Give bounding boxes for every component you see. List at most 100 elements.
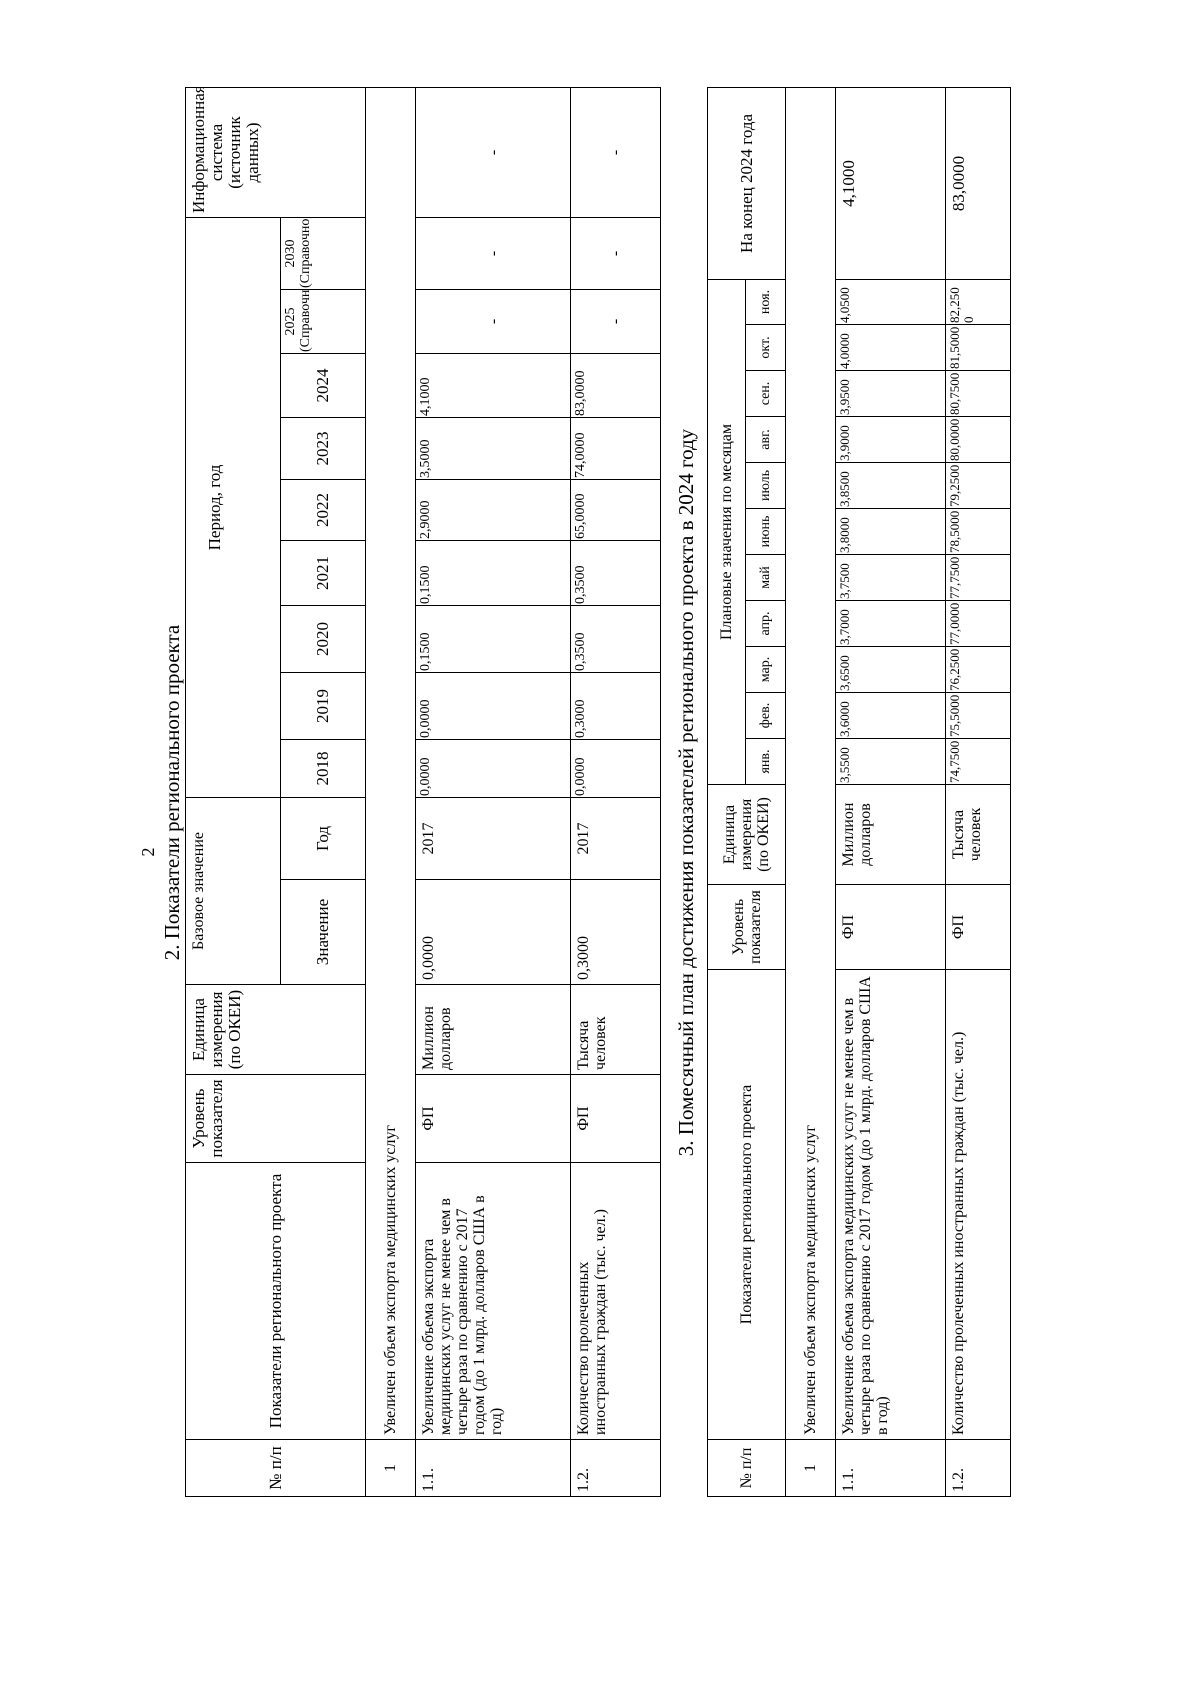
row-value: 0,3000 — [570, 672, 661, 740]
row-value: 0,0000 — [415, 672, 571, 740]
row-base-year: 2017 — [415, 797, 571, 880]
row-month-value: 4,0000 — [835, 324, 946, 371]
row-level: ФП — [835, 884, 946, 970]
row-num: 1.1. — [415, 1439, 571, 1497]
header-year: 2020 — [280, 605, 366, 673]
row-value: 0,1500 — [415, 540, 571, 606]
row-month-value: 82,2500 — [945, 279, 1011, 325]
group-num: 1 — [365, 1439, 416, 1497]
row-month-value: 76,2500 — [945, 646, 1011, 693]
header-base-value: Значение — [280, 879, 366, 985]
row-month-value: 3,7000 — [835, 600, 946, 647]
row-month-value: 3,9500 — [835, 370, 946, 417]
monthly-plan-table: № п/п Показатели регионального проекта У… — [707, 87, 1011, 1497]
row-month-value: 3,8500 — [835, 462, 946, 509]
header-monthly: Плановые значения по месяцам — [707, 279, 746, 785]
header-year: 2019 — [280, 672, 366, 740]
page-number: 2 — [138, 847, 158, 857]
header-month: мар. — [745, 646, 786, 693]
row-value: 3,5000 — [415, 417, 571, 480]
header-base-year: Год — [280, 797, 366, 880]
header-level: Уровень показателя — [185, 1074, 366, 1163]
header-level: Уровень показателя — [707, 884, 786, 970]
header-source: Информационная система (источник данных) — [185, 87, 366, 218]
row-month-value: 3,7500 — [835, 554, 946, 601]
row-unit: Тысяча человек — [570, 984, 661, 1075]
row-value: 4,1000 — [415, 353, 571, 418]
row-value: 0,3500 — [570, 540, 661, 606]
row-month-value: 74,7500 — [945, 738, 1011, 785]
row-value: - — [570, 217, 661, 290]
section3-title: 3. Помесячный план достижения показателе… — [674, 428, 698, 1157]
row-month-value: 81,5000 — [945, 324, 1011, 371]
header-year: 2018 — [280, 739, 366, 798]
row-indicator: Увеличение объема экспорта медицинских у… — [835, 969, 946, 1440]
header-year: 2030 (Справочно) — [280, 217, 366, 290]
row-unit: Миллион долларов — [415, 984, 571, 1075]
row-year-end: 83,0000 — [945, 87, 1011, 280]
row-month-value: 3,5500 — [835, 738, 946, 785]
header-unit: Единица измерения (по ОКЕИ) — [707, 784, 786, 885]
header-year: 2025 (Справочно) — [280, 289, 366, 354]
row-month-value: 75,5000 — [945, 692, 1011, 739]
row-base-value: 0,3000 — [570, 879, 661, 985]
row-value: - — [570, 289, 661, 354]
header-unit: Единица измерения (по ОКЕИ) — [185, 984, 366, 1075]
header-year: 2024 — [280, 353, 366, 418]
indicators-table: № п/п Показатели регионального проекта У… — [185, 87, 661, 1497]
row-indicator: Количество пролеченных иностранных гражд… — [945, 969, 1011, 1440]
row-level: ФП — [570, 1074, 661, 1163]
row-value: 0,1500 — [415, 605, 571, 673]
row-value: - — [415, 217, 571, 290]
group-label: Увеличен объем экспорта медицинских услу… — [785, 87, 836, 1440]
row-num: 1.1. — [835, 1439, 946, 1497]
header-month: ноя. — [745, 279, 786, 325]
row-value: - — [415, 289, 571, 354]
table-row: 1.1. Увеличение объема экспорта медицинс… — [835, 87, 946, 1497]
header-month: янв. — [745, 738, 786, 785]
row-value: 2,9000 — [415, 479, 571, 541]
row-indicator: Количество пролеченных иностранных гражд… — [570, 1162, 661, 1440]
row-month-value: 79,2500 — [945, 462, 1011, 509]
row-value: 0,0000 — [415, 739, 571, 798]
header-year: 2021 — [280, 540, 366, 606]
header-month: окт. — [745, 324, 786, 371]
table-group-row: 1 Увеличен объем экспорта медицинских ус… — [785, 87, 836, 1497]
row-num: 1.2. — [570, 1439, 661, 1497]
row-month-value: 77,0000 — [945, 600, 1011, 647]
header-base: Базовое значение — [185, 797, 281, 985]
row-month-value: 77,7500 — [945, 554, 1011, 601]
row-source: - — [415, 87, 571, 218]
header-num: № п/п — [185, 1439, 366, 1497]
row-year-end: 4,1000 — [835, 87, 946, 280]
row-value: 74,0000 — [570, 417, 661, 480]
row-month-value: 3,6000 — [835, 692, 946, 739]
header-num: № п/п — [707, 1439, 786, 1497]
row-unit: Тысяча человек — [945, 784, 1011, 885]
header-month: апр. — [745, 600, 786, 647]
header-month: июнь — [745, 508, 786, 555]
row-base-year: 2017 — [570, 797, 661, 880]
row-month-value: 4,0500 — [835, 279, 946, 325]
table-group-row: 1 Увеличен объем экспорта медицинских ус… — [365, 87, 416, 1497]
row-value: 83,0000 — [570, 353, 661, 418]
header-period: Период, год — [185, 217, 281, 798]
row-value: 0,3500 — [570, 605, 661, 673]
row-num: 1.2. — [945, 1439, 1011, 1497]
row-level: ФП — [415, 1074, 571, 1163]
row-month-value: 78,5000 — [945, 508, 1011, 555]
row-source: - — [570, 87, 661, 218]
header-month: фев. — [745, 692, 786, 739]
header-year: 2022 — [280, 479, 366, 541]
row-value: 65,0000 — [570, 479, 661, 541]
table-row: 1.1. Увеличение объема экспорта медицинс… — [415, 87, 571, 1497]
row-unit: Миллион долларов — [835, 784, 946, 885]
header-month: июль — [745, 462, 786, 509]
row-month-value: 3,6500 — [835, 646, 946, 693]
group-label: Увеличен объем экспорта медицинских услу… — [365, 87, 416, 1440]
row-month-value: 3,8000 — [835, 508, 946, 555]
header-indicator: Показатели регионального проекта — [185, 1162, 366, 1440]
table-row: 1.2. Количество пролеченных иностранных … — [945, 87, 1011, 1497]
header-month: май — [745, 554, 786, 601]
